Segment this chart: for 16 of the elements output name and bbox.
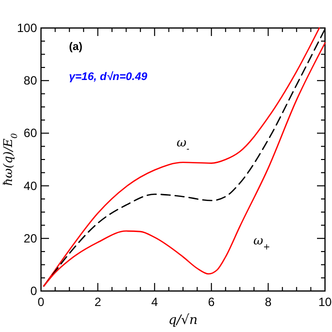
annotation: (a) [69, 41, 83, 53]
series-label: ω$_{+}$ [253, 234, 270, 252]
y-tick-label: 0 [30, 284, 38, 298]
x-tick-label: 6 [208, 295, 216, 309]
y-tick-label: 60 [24, 126, 38, 140]
x-tick-label: 4 [151, 295, 158, 309]
x-tick-label: 2 [94, 295, 102, 309]
y-tick-label: 20 [24, 231, 38, 246]
x-tick-label: 10 [318, 295, 332, 309]
x-axis-title: q/√n [168, 313, 198, 328]
y-tick-label: 40 [24, 178, 38, 193]
y-tick-label: 100 [16, 21, 38, 35]
y-tick-label: 80 [24, 74, 38, 88]
x-tick-label: 8 [264, 295, 272, 309]
annotation: γ=16, d√n=0.49 [69, 71, 148, 83]
series-label: ω$_{-}$ [176, 135, 190, 154]
